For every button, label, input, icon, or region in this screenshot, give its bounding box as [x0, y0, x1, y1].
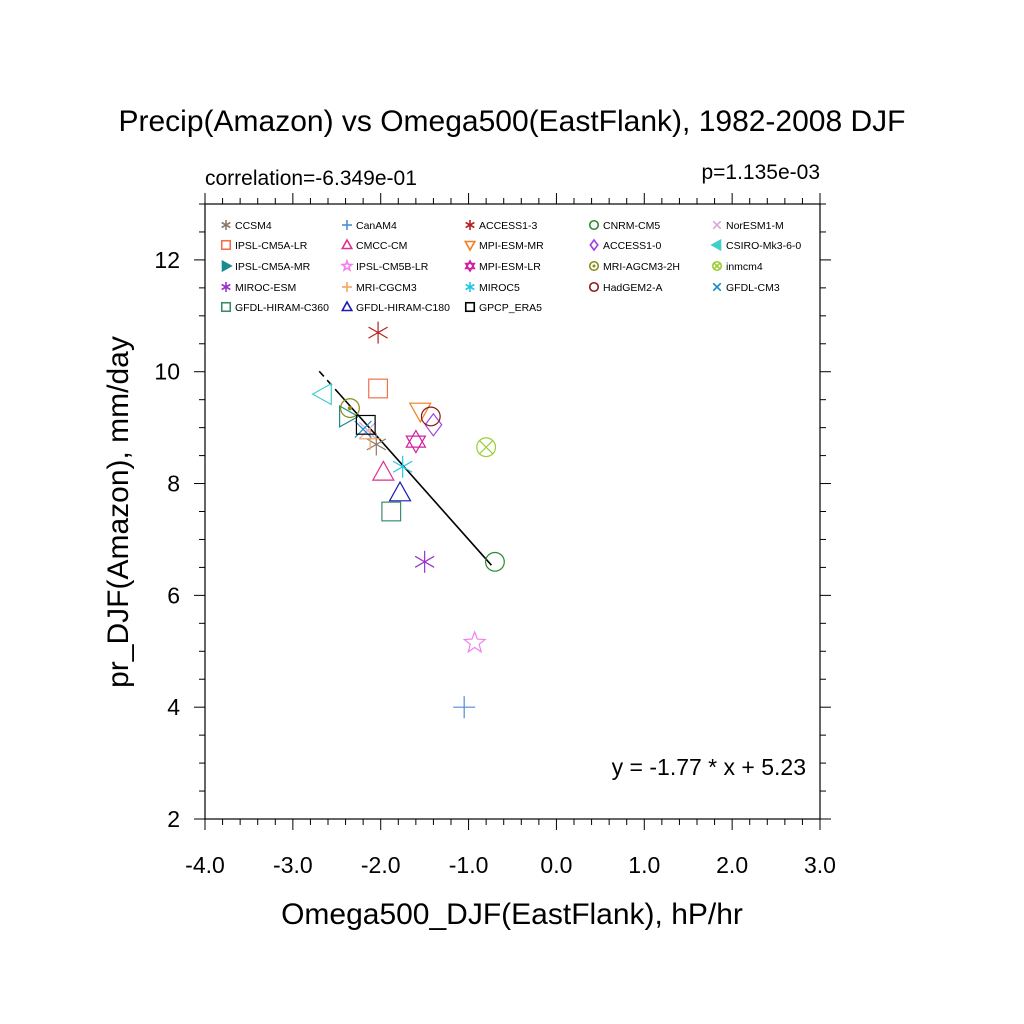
- x-tick-labels: -4.0 -3.0 -2.0 -1.0 0.0 1.0 2.0 3.0: [185, 852, 836, 878]
- legend-label: GFDL-HIRAM-C360: [235, 302, 329, 314]
- y-tick-label: 8: [167, 471, 180, 497]
- x-axis-label: Omega500_DJF(EastFlank), hP/hr: [281, 898, 743, 931]
- regression-equation: y = -1.77 * x + 5.23: [612, 754, 806, 780]
- point-ipsl-cm5a-mr: [339, 404, 360, 428]
- x-tick-label: -1.0: [449, 852, 489, 878]
- point-access1-3: [368, 321, 388, 344]
- legend-item: MPI-ESM-MR: [463, 240, 544, 252]
- point-ipsl-cm5a-lr: [368, 378, 389, 399]
- legend-label: CNRM-CM5: [603, 220, 660, 232]
- y-axis-label: pr_DJF(Amazon), mm/day: [102, 336, 135, 688]
- legend-label: CCSM4: [235, 220, 272, 232]
- x-tick-label: -3.0: [273, 852, 313, 878]
- legend-label: MPI-ESM-LR: [479, 261, 541, 273]
- legend-item: IPSL-CM5A-MR: [221, 259, 311, 273]
- point-hadgem2-a: [420, 406, 441, 427]
- legend-item: ACCESS1-3: [465, 220, 538, 232]
- legend-label: MIROC5: [479, 282, 520, 294]
- legend-item: inmcm4: [711, 260, 763, 273]
- x-tick-label: -4.0: [185, 852, 225, 878]
- point-cmcc-cm: [371, 460, 395, 481]
- legend-item: MPI-ESM-LR: [464, 259, 541, 273]
- x-tick-label: 2.0: [716, 852, 748, 878]
- point-gpcp-era5: [355, 414, 376, 435]
- point-gfdl-hiram-c360: [381, 501, 402, 522]
- legend-item: CSIRO-Mk3-6-0: [710, 238, 801, 252]
- legend-item: GPCP_ERA5: [464, 301, 542, 314]
- point-mpi-esm-lr: [405, 429, 427, 454]
- legend-label: MRI-AGCM3-2H: [603, 261, 680, 273]
- regression-line-solid: [338, 393, 493, 566]
- y-tick-label: 6: [167, 582, 180, 608]
- legend-item: ACCESS1-0: [589, 238, 662, 252]
- legend-label: GFDL-HIRAM-C180: [356, 302, 450, 314]
- plot-frame: [204, 203, 821, 820]
- point-canam4: [453, 696, 476, 719]
- legend-label: MPI-ESM-MR: [479, 240, 544, 252]
- legend-item: NorESM1-M: [712, 220, 784, 232]
- point-csiro-mk3-6-0: [311, 382, 332, 406]
- legend-label: GFDL-CM3: [726, 282, 780, 294]
- y-tick-label: 12: [154, 247, 180, 273]
- point-miroc-esm: [414, 550, 435, 573]
- legend-item: CCSM4: [221, 220, 272, 232]
- x-tick-label: -2.0: [361, 852, 401, 878]
- legend-label: IPSL-CM5A-LR: [235, 240, 308, 252]
- legend-label: HadGEM2-A: [603, 282, 663, 294]
- point-mpi-esm-mr: [408, 402, 432, 424]
- legend-label: CanAM4: [356, 220, 397, 232]
- legend-label: MIROC-ESM: [235, 282, 296, 294]
- x-tick-label: 1.0: [628, 852, 660, 878]
- legend-label: inmcm4: [726, 261, 763, 273]
- point-cnrm-cm5: [484, 551, 505, 572]
- legend-item: CanAM4: [342, 220, 397, 232]
- legend-item: IPSL-CM5B-LR: [339, 258, 429, 273]
- point-mri-agcm3-2h: [340, 398, 360, 419]
- legend-item: MRI-CGCM3: [342, 282, 417, 294]
- legend-item: CNRM-CM5: [588, 219, 660, 232]
- p-value-label: p=1.135e-03: [701, 161, 820, 184]
- legend-label: NorESM1-M: [726, 220, 784, 232]
- x-tick-label: 0.0: [540, 852, 572, 878]
- y-tick-label: 2: [167, 806, 180, 832]
- regression-line: [318, 370, 493, 566]
- legend-label: IPSL-CM5B-LR: [356, 261, 429, 273]
- legend-label: MRI-CGCM3: [356, 282, 417, 294]
- legend-item: MIROC-ESM: [221, 282, 296, 294]
- legend-item: MRI-AGCM3-2H: [588, 260, 680, 273]
- y-tick-label: 10: [154, 359, 180, 385]
- point-ipsl-cm5b-lr: [462, 630, 487, 654]
- legend-item: HadGEM2-A: [588, 281, 663, 294]
- data-points: [311, 321, 505, 719]
- point-mri-cgcm3: [359, 427, 382, 450]
- legend-item: CMCC-CM: [340, 238, 407, 252]
- legend: CCSM4 CanAM4 ACCESS1-3 CNRM-CM5 NorESM1-M IPS…: [220, 219, 801, 314]
- legend-item: GFDL-CM3: [712, 282, 780, 294]
- legend-label: CSIRO-Mk3-6-0: [726, 240, 801, 252]
- legend-item: IPSL-CM5A-LR: [220, 239, 308, 252]
- legend-item: GFDL-HIRAM-C360: [220, 301, 329, 314]
- legend-item: GFDL-HIRAM-C180: [340, 300, 450, 314]
- axis-ticks: [194, 193, 831, 830]
- point-gfdl-hiram-c180: [388, 480, 412, 502]
- legend-label: GPCP_ERA5: [479, 302, 542, 314]
- correlation-label: correlation=-6.349e-01: [205, 167, 417, 190]
- y-tick-labels: 2 4 6 8 10 12: [154, 247, 180, 832]
- legend-label: CMCC-CM: [356, 240, 407, 252]
- chart-title: Precip(Amazon) vs Omega500(EastFlank), 1…: [118, 105, 905, 138]
- x-tick-label: 3.0: [804, 852, 836, 878]
- regression-line-dashed: [318, 370, 341, 395]
- y-tick-label: 4: [167, 694, 180, 720]
- legend-label: ACCESS1-0: [603, 240, 662, 252]
- legend-label: ACCESS1-3: [479, 220, 538, 232]
- point-inmcm4: [476, 437, 497, 458]
- point-gfdl-cm3: [354, 420, 372, 438]
- point-noresm1-m: [358, 421, 377, 440]
- point-miroc5: [392, 455, 413, 478]
- legend-label: IPSL-CM5A-MR: [235, 261, 311, 273]
- legend-item: MIROC5: [465, 282, 520, 294]
